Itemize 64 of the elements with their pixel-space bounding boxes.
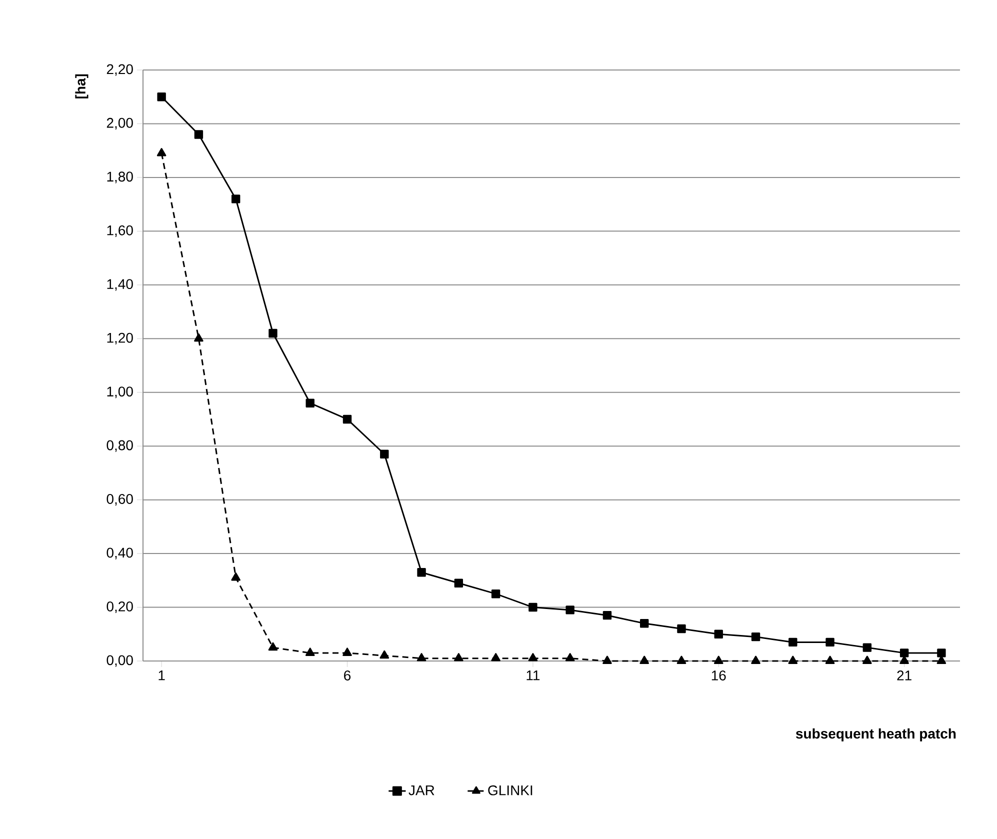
point [565, 653, 575, 662]
point [676, 656, 686, 664]
x-tick-label: 16 [712, 670, 726, 680]
y-tick-label: 0,00 [106, 655, 133, 667]
point [491, 589, 500, 598]
point [268, 328, 278, 338]
point [751, 632, 760, 642]
point [862, 656, 872, 664]
point [751, 656, 760, 664]
point [416, 653, 426, 662]
x-tick-label: 1 [158, 670, 165, 680]
y-axis-title: [ha] [75, 74, 88, 98]
point [268, 642, 278, 651]
y-tick-label: 2,20 [106, 64, 133, 76]
point [417, 568, 426, 577]
x-tick-label: 11 [526, 670, 540, 680]
point [156, 148, 166, 156]
point [714, 656, 724, 664]
y-tick-label: 2,00 [106, 118, 133, 130]
point [602, 656, 612, 664]
point [380, 450, 389, 458]
y-tick-label: 1,40 [107, 279, 133, 291]
x-tick-label: 21 [897, 670, 912, 680]
point [677, 624, 686, 634]
point [157, 92, 166, 102]
point [640, 619, 649, 628]
y-tick-label: 0,20 [106, 601, 133, 614]
legend-label: GLINKI [488, 785, 532, 796]
point [194, 130, 204, 139]
point [900, 648, 909, 658]
point [937, 648, 946, 658]
y-tick-label: 1,60 [107, 225, 133, 237]
point [306, 398, 314, 408]
y-tick-label: 1,20 [107, 332, 133, 344]
point [528, 653, 538, 662]
point [342, 648, 352, 656]
point [454, 653, 464, 662]
point [566, 606, 574, 614]
point [194, 333, 204, 342]
point [454, 578, 464, 588]
point [826, 638, 834, 647]
point [936, 656, 946, 664]
y-tick-label: 0,60 [106, 494, 133, 506]
point [788, 656, 798, 664]
point [714, 630, 723, 638]
point [528, 602, 538, 612]
x-axis-title: subsequent heath patch [796, 728, 956, 742]
legend-label: JAR [408, 785, 434, 796]
point [342, 414, 352, 424]
point [380, 650, 390, 659]
point [825, 656, 835, 664]
point [862, 643, 872, 652]
y-tick-label: 1,80 [107, 172, 133, 184]
point [788, 638, 798, 647]
y-tick-label: 0,80 [106, 440, 133, 452]
y-tick-label: 0,40 [106, 548, 133, 560]
point [640, 656, 649, 664]
point [491, 653, 500, 662]
point [602, 610, 612, 620]
y-tick-label: 1,00 [107, 386, 133, 398]
point [231, 194, 240, 204]
point [305, 648, 315, 656]
point [231, 572, 240, 581]
x-tick-label: 6 [344, 670, 351, 680]
